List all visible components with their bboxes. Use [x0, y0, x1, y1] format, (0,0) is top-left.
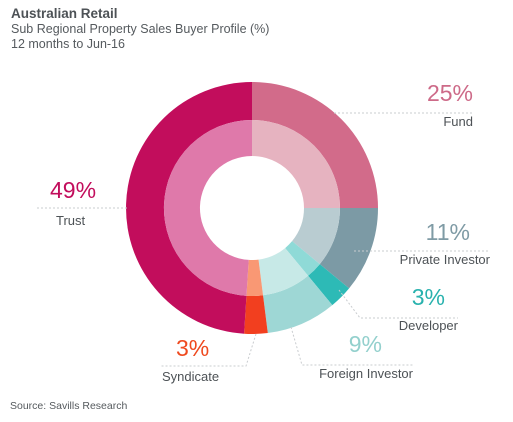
value-label-developer: 3%: [412, 284, 445, 310]
slice-outer-trust: [126, 82, 252, 334]
category-label-private-investor: Private Investor: [400, 252, 491, 267]
value-label-fund: 25%: [427, 80, 473, 106]
category-label-foreign-investor: Foreign Investor: [319, 366, 414, 381]
category-label-fund: Fund: [443, 114, 473, 129]
slice-outer-syndicate: [244, 295, 268, 335]
slice-inner-foreign-investor: [258, 248, 309, 296]
source-note: Source: Savills Research: [10, 400, 128, 412]
value-label-foreign-investor: 9%: [349, 331, 382, 357]
chart-subtitle: Sub Regional Property Sales Buyer Profil…: [11, 22, 270, 36]
slice-outer-developer: [308, 264, 350, 306]
chart-title: Australian Retail: [11, 6, 118, 21]
slice-outer-fund: [252, 82, 378, 208]
chart-period: 12 months to Jun-16: [11, 37, 125, 51]
slice-inner-syndicate: [246, 259, 264, 297]
slice-outer-foreign-investor: [263, 275, 333, 334]
slice-inner-developer: [285, 241, 320, 276]
category-label-developer: Developer: [399, 318, 459, 333]
slice-inner-fund: [252, 120, 340, 208]
category-label-syndicate: Syndicate: [162, 369, 219, 384]
slice-inner-trust: [163, 119, 252, 296]
value-label-private-investor: 11%: [426, 219, 470, 245]
value-label-trust: 49%: [50, 177, 96, 203]
leader-line-syndicate: [161, 333, 257, 367]
leader-line-developer: [338, 289, 458, 319]
slice-outer-private-investor: [319, 208, 378, 289]
leader-line-foreign-investor: [290, 326, 413, 366]
slice-inner-private-investor: [292, 208, 340, 265]
value-label-syndicate: 3%: [176, 335, 209, 361]
category-label-trust: Trust: [56, 213, 86, 228]
